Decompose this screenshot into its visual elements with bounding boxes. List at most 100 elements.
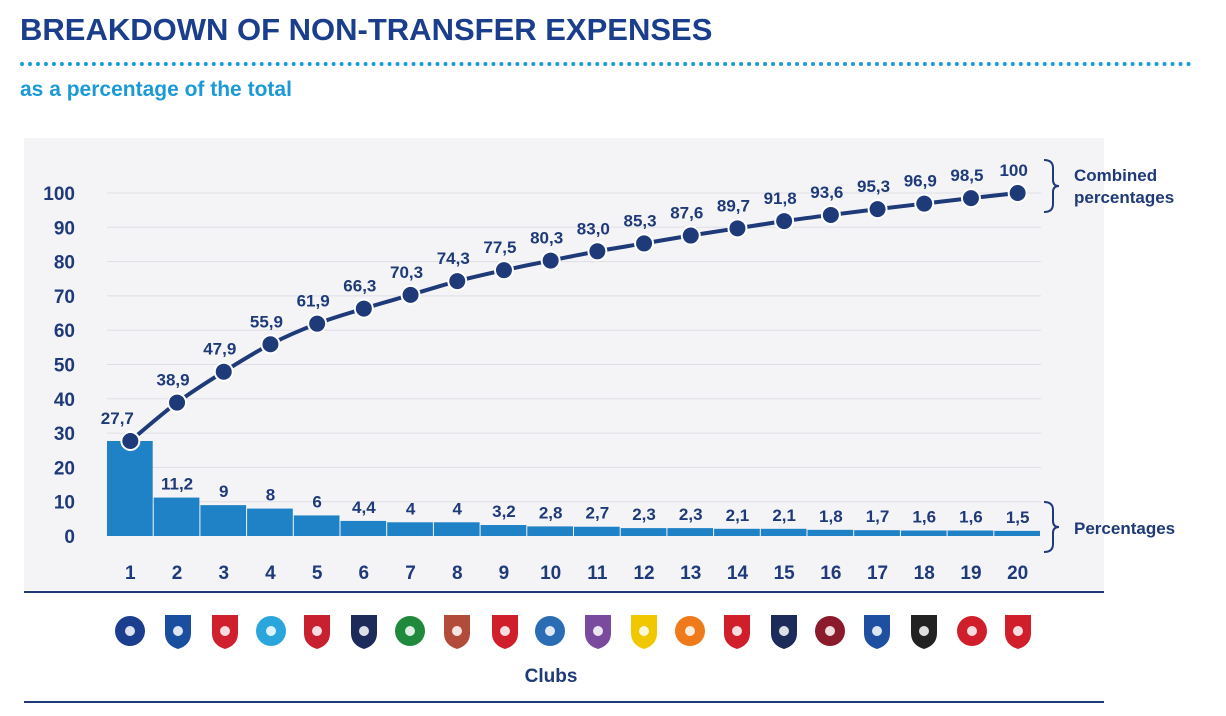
y-tick-label: 0 [64, 527, 75, 548]
x-tick-label: 9 [499, 563, 510, 584]
x-tick-label: 8 [452, 563, 463, 584]
club-badge-emblem [220, 626, 230, 636]
x-tick-label: 14 [727, 563, 749, 584]
x-tick-label: 5 [312, 563, 323, 584]
cumulative-point [634, 233, 655, 254]
club-badge-emblem [359, 626, 369, 636]
x-tick-label: 17 [867, 563, 888, 584]
x-tick-label: 2 [172, 563, 183, 584]
cumulative-point [213, 361, 234, 382]
bar [667, 528, 714, 536]
club-badge-emblem [545, 626, 555, 636]
cumulative-point [587, 241, 608, 262]
x-tick-label: 4 [265, 563, 276, 584]
page-title: BREAKDOWN OF NON-TRANSFER EXPENSES [20, 12, 713, 47]
bar-value-label: 1,8 [819, 507, 843, 526]
cumulative-value-label: 38,9 [157, 371, 190, 390]
bar [247, 508, 293, 536]
x-tick-label: 12 [633, 563, 654, 584]
x-axis-ticks: 1 2 3 4 5 6 7 8 9 10 11 12 13 14 15 16 17 18 19 20 [125, 563, 1028, 584]
legend-brace [1043, 159, 1060, 213]
bar-value-label: 1,5 [1006, 508, 1030, 527]
x-tick-label: 10 [540, 563, 561, 584]
bar-value-label: 2,7 [586, 504, 610, 523]
cumulative-value-label: 47,9 [203, 340, 236, 359]
y-tick-label: 70 [54, 287, 75, 308]
bar-value-label: 2,3 [679, 505, 703, 524]
bar-value-label: 8 [266, 486, 275, 505]
cumulative-point [447, 271, 468, 292]
x-tick-label: 7 [405, 563, 416, 584]
y-tick-label: 60 [54, 321, 75, 342]
cumulative-points [120, 183, 1028, 451]
bar-value-label: 4 [406, 499, 416, 518]
club-badge-emblem [405, 626, 415, 636]
cumulative-point [914, 193, 935, 214]
club-badge-emblem [312, 626, 322, 636]
y-tick-label: 20 [54, 458, 75, 479]
bar [994, 530, 1040, 536]
cumulative-value-label: 55,9 [250, 312, 283, 331]
bar [574, 526, 620, 536]
cumulative-value-label: 95,3 [857, 177, 890, 196]
bar-value-label: 2,3 [632, 505, 656, 524]
cumulative-point [774, 211, 795, 232]
bar [480, 525, 527, 536]
y-tick-label: 40 [54, 390, 75, 411]
cumulative-value-label: 96,9 [904, 172, 937, 191]
bar-value-label: 9 [219, 482, 228, 501]
x-tick-label: 13 [680, 563, 701, 584]
cumulative-value-label: 93,6 [810, 183, 843, 202]
cumulative-point [120, 430, 141, 451]
y-axis-ticks: 0 10 20 30 40 50 60 70 80 90 100 [43, 184, 75, 548]
bar-value-label: 2,1 [772, 506, 796, 525]
bar-value-label: 4,4 [352, 498, 376, 517]
club-badge-emblem [919, 626, 929, 636]
x-axis-label: Clubs [525, 666, 578, 687]
bar-value-label: 1,6 [912, 508, 936, 527]
cumulative-point [820, 204, 841, 225]
club-badge-emblem [500, 626, 510, 636]
bar-value-label: 2,8 [539, 503, 563, 522]
club-badges [115, 615, 1031, 649]
y-tick-label: 50 [54, 356, 75, 377]
club-badge-emblem [779, 626, 789, 636]
cumulative-point [1007, 183, 1028, 203]
cumulative-point [353, 298, 374, 319]
bar-value-label: 2,1 [726, 506, 750, 525]
bar-value-label: 3,2 [492, 502, 516, 521]
cumulative-point [727, 218, 748, 239]
x-tick-label: 6 [359, 563, 370, 584]
bar [947, 530, 994, 536]
bar [807, 529, 854, 536]
bar-value-label: 1,6 [959, 508, 983, 527]
club-badge-emblem [967, 626, 977, 636]
bar-value-label: 4 [453, 499, 463, 518]
cumulative-point [540, 250, 561, 271]
cumulative-value-label: 83,0 [577, 219, 610, 238]
bar [620, 528, 667, 536]
club-badge-emblem [825, 626, 835, 636]
bar [433, 522, 480, 536]
club-badge-emblem [872, 626, 882, 636]
cumulative-point [400, 284, 421, 305]
y-tick-label: 90 [54, 218, 75, 239]
cumulative-value-label: 89,7 [717, 196, 750, 215]
bar [387, 522, 433, 536]
cumulative-value-label: 27,7 [101, 409, 134, 428]
club-badge-emblem [685, 626, 695, 636]
bar [854, 530, 900, 536]
x-tick-label: 20 [1007, 563, 1028, 584]
cumulative-value-label: 80,3 [530, 229, 563, 248]
club-badge-emblem [125, 626, 135, 636]
legend-line-label: percentages [1074, 188, 1174, 207]
legend-brace [1043, 501, 1060, 553]
bar [200, 505, 247, 536]
x-tick-label: 15 [774, 563, 796, 584]
cumulative-value-label: 61,9 [297, 292, 330, 311]
x-tick-label: 19 [960, 563, 981, 584]
x-tick-label: 16 [820, 563, 841, 584]
cumulative-value-label: 66,3 [343, 277, 376, 296]
gridlines [107, 192, 1041, 503]
